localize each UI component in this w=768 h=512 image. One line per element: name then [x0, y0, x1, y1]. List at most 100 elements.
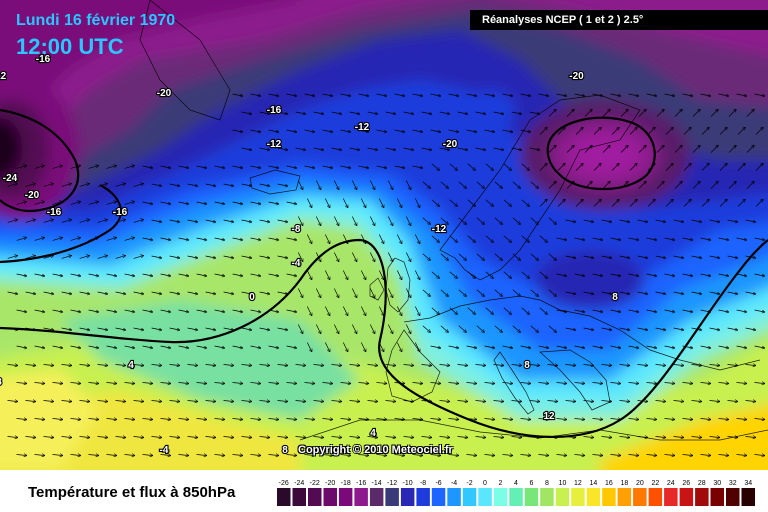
- wind-arrow: [439, 147, 450, 150]
- wind-arrow: [601, 291, 612, 294]
- wind-arrow: [351, 324, 356, 334]
- wind-arrow: [655, 255, 666, 258]
- contour-label: -16: [267, 105, 282, 116]
- wind-arrow: [512, 325, 520, 333]
- wind-arrow: [548, 217, 556, 225]
- wind-arrow: [360, 198, 365, 208]
- wind-arrow: [286, 201, 297, 204]
- wind-arrow: [7, 365, 18, 366]
- wind-arrow: [333, 288, 338, 298]
- wind-arrow: [295, 437, 306, 438]
- wind-arrow: [133, 365, 144, 366]
- wind-arrow: [467, 307, 475, 315]
- wind-arrow: [691, 327, 702, 330]
- wind-arrow: [521, 235, 529, 243]
- wind-arrow: [412, 383, 423, 384]
- wind-arrow: [691, 255, 702, 258]
- scale-swatch: [695, 488, 709, 506]
- wind-arrow: [160, 345, 171, 348]
- wind-arrow: [324, 306, 329, 316]
- wind-arrow: [241, 401, 252, 402]
- wind-arrow: [512, 181, 520, 189]
- wind-arrow: [575, 200, 583, 207]
- wind-arrow: [493, 365, 504, 366]
- scale-tick-label: 12: [574, 480, 582, 487]
- wind-arrow: [160, 273, 171, 276]
- wind-arrow: [396, 342, 401, 352]
- wind-arrow: [674, 146, 682, 153]
- wind-arrow: [476, 289, 484, 297]
- wind-arrow: [736, 455, 747, 456]
- wind-arrow: [405, 216, 410, 226]
- wind-arrow: [223, 437, 234, 438]
- wind-arrow: [619, 291, 630, 294]
- wind-arrow: [484, 383, 495, 384]
- wind-arrow: [691, 219, 702, 222]
- wind-arrow: [142, 309, 153, 312]
- wind-arrow: [448, 129, 459, 132]
- scale-swatch: [602, 488, 616, 506]
- wind-arrow: [611, 128, 619, 135]
- wind-arrow: [304, 455, 315, 456]
- wind-arrow: [440, 253, 448, 261]
- wind-arrow: [601, 437, 612, 438]
- wind-arrow: [277, 219, 288, 222]
- wind-arrow: [746, 182, 754, 189]
- wind-arrow: [268, 273, 279, 276]
- wind-arrow: [124, 202, 135, 205]
- wind-arrow: [250, 129, 261, 132]
- wind-arrow: [601, 327, 612, 330]
- scale-swatch: [462, 488, 477, 506]
- wind-arrow: [187, 183, 198, 186]
- wind-arrow: [565, 327, 576, 330]
- wind-arrow: [628, 383, 639, 384]
- contour-label: -20: [443, 139, 458, 150]
- wind-arrow: [682, 419, 693, 420]
- wind-arrow: [664, 345, 675, 348]
- temperature-wind-map: -12-16-20-20-28-24-20-16-16-16-12-12-20-…: [0, 0, 768, 470]
- wind-arrow: [592, 345, 603, 348]
- wind-arrow: [315, 180, 320, 190]
- wind-arrow: [349, 401, 360, 402]
- wind-arrow: [70, 273, 81, 276]
- wind-arrow: [43, 327, 54, 330]
- wind-arrow: [369, 180, 374, 190]
- wind-arrow: [484, 419, 495, 420]
- wind-arrow: [646, 383, 657, 384]
- wind-arrow: [88, 238, 99, 241]
- wind-arrow: [458, 181, 466, 189]
- wind-arrow: [565, 255, 576, 258]
- wind-arrow: [297, 216, 302, 226]
- wind-arrow: [718, 273, 729, 276]
- wind-arrow: [448, 345, 459, 348]
- wind-arrow: [97, 437, 108, 438]
- wind-arrow: [277, 327, 288, 330]
- wind-arrow: [304, 165, 315, 168]
- wind-arrow: [557, 164, 565, 171]
- wind-arrow: [727, 401, 738, 402]
- wind-arrow: [178, 455, 189, 456]
- wind-arrow: [646, 273, 657, 276]
- wind-arrow: [79, 184, 90, 187]
- wind-arrow: [529, 437, 540, 438]
- wind-arrow: [548, 146, 556, 153]
- contour-label: 8: [282, 445, 288, 456]
- wind-arrow: [25, 365, 36, 366]
- wind-arrow: [439, 111, 450, 114]
- wind-arrow: [709, 219, 720, 222]
- wind-arrow: [575, 128, 583, 135]
- wind-arrow: [547, 437, 558, 438]
- wind-arrow: [214, 383, 225, 384]
- scale-swatch: [555, 488, 570, 506]
- wind-arrow: [745, 437, 756, 438]
- scale-tick-label: -12: [387, 480, 397, 487]
- wind-arrow: [360, 306, 365, 316]
- coast-iceland: [249, 169, 301, 195]
- wind-arrow: [412, 455, 423, 456]
- wind-arrow: [647, 128, 655, 135]
- wind-arrow: [178, 237, 189, 240]
- wind-arrow: [223, 255, 234, 258]
- wind-arrow: [315, 288, 320, 298]
- scale-swatch: [308, 488, 322, 506]
- wind-arrow: [52, 273, 63, 276]
